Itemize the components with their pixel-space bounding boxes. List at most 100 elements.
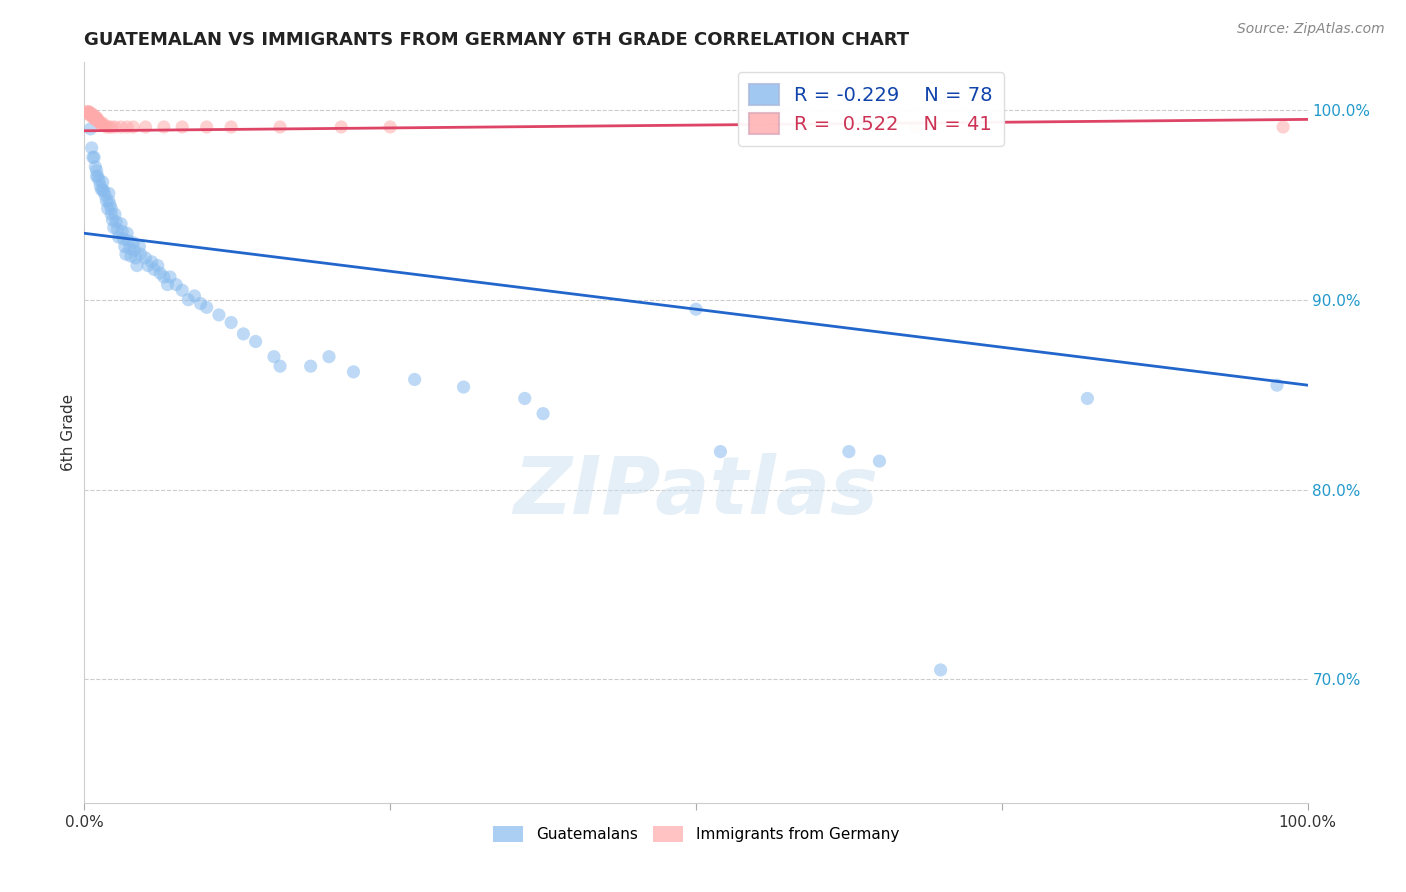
Point: [380, 120, 402, 134]
Point: [1272, 120, 1295, 134]
Point: [80, 141, 103, 155]
Point: [135, 251, 157, 265]
Point: [91, 183, 114, 197]
Point: [79, 121, 101, 136]
Point: [404, 372, 426, 386]
Point: [143, 262, 166, 277]
Point: [87, 114, 110, 128]
Point: [122, 235, 145, 250]
Point: [87, 114, 110, 128]
Point: [190, 296, 212, 310]
Point: [125, 251, 148, 265]
Point: [513, 392, 536, 406]
Point: [80, 109, 103, 123]
Y-axis label: 6th Grade: 6th Grade: [60, 394, 76, 471]
Point: [91, 175, 114, 189]
Point: [269, 359, 291, 374]
Legend: Guatemalans, Immigrants from Germany: Guatemalans, Immigrants from Germany: [486, 821, 905, 848]
Point: [83, 150, 105, 164]
Point: [149, 266, 172, 280]
Point: [269, 120, 291, 134]
Point: [89, 116, 111, 130]
Point: [104, 120, 127, 134]
Point: [141, 254, 163, 268]
Point: [77, 106, 100, 120]
Point: [153, 269, 176, 284]
Point: [83, 109, 105, 123]
Point: [135, 120, 157, 134]
Point: [929, 663, 952, 677]
Text: Source: ZipAtlas.com: Source: ZipAtlas.com: [1237, 22, 1385, 37]
Point: [77, 106, 100, 120]
Point: [177, 293, 200, 307]
Point: [115, 247, 138, 261]
Point: [685, 302, 707, 317]
Point: [100, 202, 122, 216]
Point: [84, 160, 107, 174]
Point: [219, 120, 242, 134]
Point: [82, 109, 104, 123]
Point: [146, 259, 169, 273]
Point: [115, 227, 138, 241]
Point: [114, 239, 136, 253]
Point: [172, 120, 194, 134]
Point: [125, 259, 148, 273]
Point: [86, 111, 108, 125]
Point: [183, 289, 205, 303]
Point: [80, 106, 103, 120]
Point: [77, 104, 100, 119]
Point: [156, 277, 179, 292]
Point: [96, 194, 118, 208]
Point: [172, 283, 194, 297]
Point: [124, 244, 146, 258]
Point: [342, 365, 364, 379]
Point: [87, 173, 110, 187]
Point: [1265, 378, 1288, 392]
Point: [299, 359, 322, 374]
Point: [96, 120, 118, 134]
Point: [232, 326, 254, 341]
Point: [709, 444, 731, 458]
Point: [118, 242, 141, 256]
Point: [330, 120, 353, 134]
Point: [100, 207, 122, 221]
Point: [86, 112, 108, 127]
Point: [100, 120, 122, 134]
Point: [136, 259, 159, 273]
Point: [82, 111, 104, 125]
Point: [195, 301, 218, 315]
Point: [112, 232, 135, 246]
Point: [83, 111, 105, 125]
Point: [97, 120, 120, 134]
Point: [82, 150, 104, 164]
Point: [87, 112, 110, 127]
Point: [110, 120, 132, 134]
Point: [208, 308, 231, 322]
Text: ZIPatlas: ZIPatlas: [513, 453, 879, 531]
Point: [93, 185, 115, 199]
Point: [97, 194, 120, 208]
Point: [84, 111, 107, 125]
Point: [94, 188, 117, 202]
Point: [219, 316, 242, 330]
Point: [245, 334, 267, 349]
Point: [129, 247, 152, 261]
Point: [122, 120, 145, 134]
Point: [1076, 392, 1098, 406]
Point: [153, 120, 176, 134]
Point: [838, 444, 860, 458]
Point: [165, 277, 187, 292]
Point: [97, 202, 120, 216]
Point: [318, 350, 340, 364]
Point: [76, 104, 98, 119]
Point: [107, 230, 129, 244]
Point: [98, 198, 121, 212]
Point: [111, 224, 134, 238]
Point: [84, 112, 107, 127]
Point: [115, 120, 138, 134]
Point: [97, 186, 120, 201]
Point: [77, 104, 100, 119]
Point: [90, 118, 112, 132]
Point: [905, 120, 928, 134]
Point: [120, 249, 142, 263]
